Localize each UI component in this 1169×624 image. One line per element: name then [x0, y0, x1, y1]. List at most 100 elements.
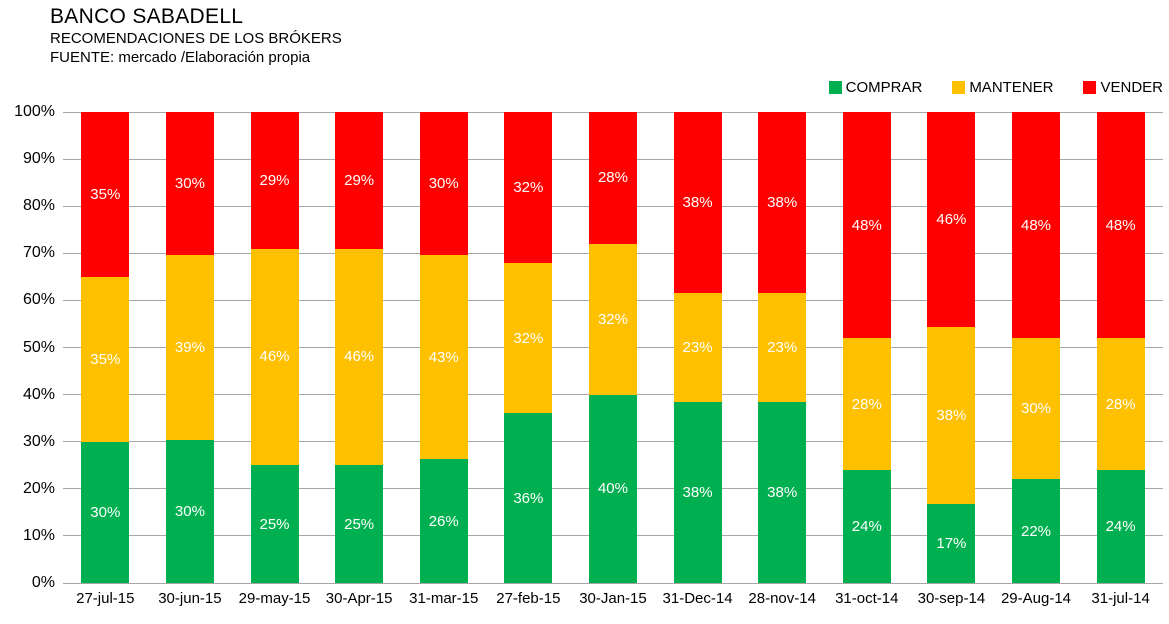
y-axis-tick-label: 0% — [31, 574, 55, 591]
x-axis-tick-label: 31-jul-14 — [1091, 590, 1150, 607]
segment-comprar-30-jun-15: 30% — [165, 440, 214, 583]
legend-item-mantener: MANTENER — [952, 79, 1053, 96]
x-axis-tick-label: 31-Dec-14 — [662, 590, 733, 607]
data-label: 30% — [428, 174, 459, 192]
gridline — [63, 582, 1163, 584]
data-label: 48% — [1020, 216, 1052, 234]
data-label: 39% — [174, 338, 205, 356]
data-label: 30% — [1020, 400, 1052, 418]
stacked-bar-27-jul-15: 35% 35% 30% — [81, 112, 130, 583]
y-axis-tick-label: 30% — [22, 432, 55, 450]
stacked-bar-30-Jan-15: 28% 32% 40% — [588, 112, 637, 583]
segment-mantener-30-Apr-15: 46% — [335, 248, 384, 466]
chart-subtitle: RECOMENDACIONES DE LOS BRÓKERS — [50, 30, 342, 47]
y-axis-tick-label: 60% — [22, 291, 55, 309]
segment-mantener-29-Aug-14: 30% — [1012, 338, 1060, 480]
bar-slot-27-jul-15: 35% 35% 30% — [63, 112, 148, 583]
stacked-bar-30-jun-15: 30% 39% 30% — [165, 112, 214, 583]
segment-mantener-30-jun-15: 39% — [165, 254, 214, 441]
chart-title: BANCO SABADELL — [50, 5, 244, 28]
data-label: 32% — [513, 178, 544, 196]
data-label: 30% — [174, 174, 205, 192]
data-label: 28% — [851, 395, 882, 413]
bar-slot-31-Dec-14: 38% 23% 38% — [655, 112, 740, 583]
segment-comprar-31-jul-14: 24% — [1096, 469, 1145, 583]
data-label: 22% — [1020, 522, 1052, 540]
bar-slot-29-Aug-14: 48% 30% 22% — [994, 112, 1079, 583]
data-label: 35% — [90, 185, 121, 203]
segment-vender-31-mar-15: 30% — [419, 112, 468, 255]
segment-vender-28-nov-14: 38% — [758, 112, 807, 293]
data-label: 38% — [936, 406, 967, 424]
data-label: 48% — [1105, 216, 1136, 234]
segment-vender-30-Jan-15: 28% — [588, 112, 637, 244]
x-axis-labels: 27-jul-15 30-jun-15 29-may-15 30-Apr-15 31-m… — [63, 590, 1163, 607]
bars-layer: 35% 35% 30% 30% 39% 30% 29% 46% 25% 29% 46% 25% 30% 4… — [63, 112, 1163, 583]
segment-vender-31-Dec-14: 38% — [673, 112, 722, 293]
data-label: 23% — [767, 338, 798, 356]
y-axis-tick-label: 100% — [14, 103, 55, 120]
data-label: 28% — [1105, 395, 1136, 413]
bar-slot-30-Apr-15: 29% 46% 25% — [317, 112, 402, 583]
data-label: 48% — [851, 216, 882, 234]
chart-header: BANCO SABADELL RECOMENDACIONES DE LOS BR… — [50, 4, 342, 67]
segment-mantener-31-oct-14: 28% — [842, 338, 891, 470]
segment-mantener-28-nov-14: 23% — [758, 292, 807, 403]
segment-vender-29-Aug-14: 48% — [1012, 112, 1060, 339]
bar-slot-31-jul-14: 48% 28% 24% — [1078, 112, 1163, 583]
data-label: 38% — [767, 193, 798, 211]
data-label: 36% — [513, 489, 544, 507]
data-label: 17% — [936, 534, 967, 552]
stacked-bar-30-Apr-15: 29% 46% 25% — [335, 112, 384, 583]
segment-vender-30-Apr-15: 29% — [335, 112, 384, 249]
bar-slot-29-may-15: 29% 46% 25% — [232, 112, 317, 583]
x-axis-tick-label: 27-feb-15 — [496, 590, 561, 607]
data-label: 29% — [259, 171, 290, 189]
segment-comprar-30-Apr-15: 25% — [335, 465, 384, 583]
x-axis-tick-label: 28-nov-14 — [748, 590, 816, 607]
segment-mantener-31-mar-15: 43% — [419, 254, 468, 460]
legend-label: COMPRAR — [845, 79, 923, 96]
data-label: 38% — [767, 484, 798, 502]
data-label: 30% — [174, 503, 205, 521]
data-label: 32% — [597, 310, 628, 328]
y-axis-tick-label: 10% — [22, 526, 55, 544]
x-axis-tick-label: 31-mar-15 — [409, 590, 479, 607]
bar-slot-31-oct-14: 48% 28% 24% — [824, 112, 909, 583]
stacked-bar-28-nov-14: 38% 23% 38% — [758, 112, 807, 583]
bar-slot-31-mar-15: 30% 43% 26% — [401, 112, 486, 583]
data-label: 30% — [90, 503, 121, 521]
y-axis-tick-label: 80% — [22, 197, 55, 215]
segment-mantener-27-jul-15: 35% — [81, 276, 130, 442]
legend-item-vender: VENDER — [1083, 79, 1163, 96]
data-label: 32% — [513, 329, 544, 347]
data-label: 35% — [90, 350, 121, 368]
segment-vender-31-jul-14: 48% — [1096, 112, 1145, 339]
stacked-bar-29-may-15: 29% 46% 25% — [250, 112, 299, 583]
legend: COMPRAR MANTENER VENDER — [828, 79, 1163, 96]
y-axis-tick-label: 70% — [22, 244, 55, 262]
x-axis-tick-label: 29-may-15 — [238, 590, 311, 607]
segment-vender-30-sep-14: 46% — [927, 112, 976, 327]
bar-slot-30-Jan-15: 28% 32% 40% — [571, 112, 656, 583]
bar-slot-28-nov-14: 38% 23% 38% — [740, 112, 825, 583]
segment-comprar-31-mar-15: 26% — [419, 459, 468, 583]
y-axis-tick-label: 20% — [22, 479, 55, 497]
segment-comprar-28-nov-14: 38% — [758, 402, 807, 583]
data-label: 29% — [344, 171, 375, 189]
stacked-bar-31-oct-14: 48% 28% 24% — [842, 112, 891, 583]
stacked-bar-31-jul-14: 48% 28% 24% — [1096, 112, 1145, 583]
segment-comprar-30-sep-14: 17% — [927, 503, 976, 583]
stacked-bar-31-Dec-14: 38% 23% 38% — [673, 112, 722, 583]
data-label: 46% — [936, 210, 967, 228]
segment-mantener-30-Jan-15: 32% — [588, 243, 637, 395]
legend-label: MANTENER — [969, 79, 1054, 96]
data-label: 23% — [682, 338, 713, 356]
y-axis-tick-label: 90% — [22, 150, 55, 168]
data-label: 46% — [259, 348, 290, 366]
y-axis-tick-label: 40% — [22, 385, 55, 403]
data-label: 26% — [428, 512, 459, 530]
data-label: 46% — [344, 348, 375, 366]
legend-swatch-comprar — [828, 81, 842, 94]
segment-vender-30-jun-15: 30% — [165, 112, 214, 255]
